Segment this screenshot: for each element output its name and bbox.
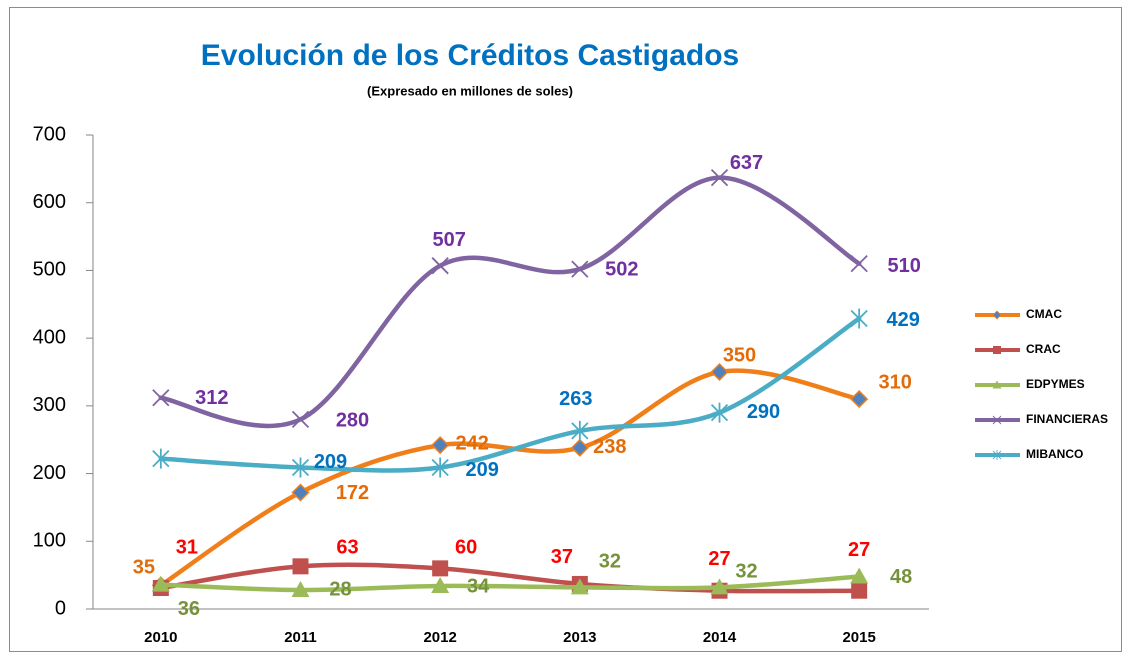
legend-label: EDPYMES: [1026, 377, 1085, 391]
data-label: 502: [605, 258, 638, 280]
x-tick-label: 2012: [423, 629, 456, 646]
line: [158, 574, 862, 593]
legend-label: CMAC: [1026, 307, 1062, 321]
chart-title: Evolución de los Créditos Castigados: [201, 39, 739, 72]
marker: [851, 582, 868, 599]
line: [158, 562, 862, 594]
y-tick-label: 400: [33, 326, 66, 348]
marker: [151, 575, 170, 592]
x-tick-label: 2014: [703, 629, 737, 646]
data-label: 238: [593, 436, 626, 458]
marker: [850, 390, 869, 409]
legend-label: FINANCIERAS: [1026, 412, 1108, 426]
data-label: 310: [878, 371, 911, 393]
marker: [710, 578, 729, 595]
x-tick-label: 2013: [563, 629, 596, 646]
marker: [291, 410, 310, 429]
data-label: 34: [467, 575, 490, 597]
y-tick-label: 700: [33, 123, 66, 145]
data-label: 209: [314, 451, 347, 473]
data-label: 263: [559, 388, 592, 410]
data-label: 63: [336, 537, 358, 559]
marker: [570, 438, 589, 457]
chart-subtitle: (Expresado en millones de soles): [367, 83, 573, 98]
data-label: 36: [178, 598, 200, 620]
line: [158, 175, 862, 429]
data-label: 510: [887, 255, 920, 277]
data-label: 350: [723, 344, 756, 366]
marker: [710, 402, 729, 423]
data-label: 290: [747, 401, 780, 423]
y-tick-label: 500: [33, 259, 66, 281]
data-label: 35: [133, 557, 155, 579]
x-tick-label: 2010: [144, 629, 177, 646]
data-label: 429: [886, 309, 919, 331]
marker: [431, 457, 449, 478]
y-tick-label: 200: [33, 462, 66, 484]
marker: [571, 260, 589, 278]
legend-marker: [992, 310, 1002, 320]
marker: [291, 581, 310, 598]
legend-label: CRAC: [1026, 342, 1061, 356]
chart-border: [9, 7, 1122, 652]
data-label: 32: [735, 561, 757, 583]
data-label: 27: [708, 548, 730, 570]
marker: [571, 420, 589, 441]
series: 209 209 263 290 429: [152, 308, 920, 481]
series: 312 280 507 502 637 510: [152, 152, 921, 432]
data-label: 312: [195, 387, 228, 409]
legend-label: MIBANCO: [1026, 447, 1083, 461]
marker: [432, 560, 449, 577]
data-label: 507: [432, 229, 465, 251]
data-label: 28: [329, 578, 351, 600]
legend-marker: [992, 450, 1002, 460]
marker: [570, 578, 589, 595]
y-tick-label: 600: [33, 191, 66, 213]
legend-marker: [992, 415, 1002, 425]
data-label: 27: [848, 539, 870, 561]
marker: [431, 257, 449, 275]
data-label: 31: [176, 536, 198, 558]
y-tick-label: 100: [33, 530, 66, 552]
y-tick-label: 300: [33, 394, 66, 416]
legend-marker: [992, 380, 1002, 389]
data-label: 242: [455, 432, 488, 454]
data-label: 280: [336, 410, 369, 432]
data-label: 60: [455, 537, 477, 559]
data-label: 209: [465, 459, 498, 481]
marker: [291, 457, 310, 478]
marker: [850, 567, 869, 584]
data-label: 48: [890, 566, 912, 588]
x-tick-label: 2015: [842, 629, 875, 646]
marker: [431, 576, 450, 593]
marker: [152, 389, 170, 407]
line: [158, 316, 862, 473]
series: 36 28 34 32 32 48: [151, 551, 912, 620]
y-tick-label: 0: [55, 597, 66, 619]
marker: [291, 483, 310, 502]
data-label: 37: [551, 546, 573, 568]
data-label: 637: [730, 152, 763, 174]
marker: [292, 558, 309, 575]
x-tick-label: 2011: [284, 629, 317, 646]
marker: [850, 255, 868, 273]
data-label: 32: [599, 551, 621, 573]
marker: [850, 308, 868, 329]
marker: [710, 362, 729, 382]
marker: [431, 436, 450, 455]
marker: [152, 448, 170, 469]
legend-marker: [993, 346, 1001, 354]
marker: [710, 169, 729, 187]
data-label: 172: [336, 482, 369, 504]
